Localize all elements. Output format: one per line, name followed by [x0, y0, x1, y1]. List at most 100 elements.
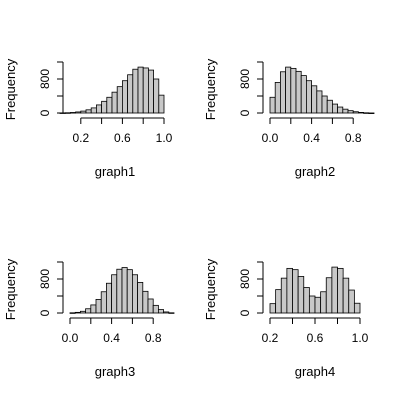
y-axis-title: Frequency — [203, 258, 218, 320]
x-tick-label: 0.6 — [307, 331, 324, 345]
histogram-bar — [363, 112, 370, 114]
histogram-bar — [300, 75, 307, 114]
y-axis: 0 800 — [38, 61, 64, 116]
x-axis: 0.2 0.6 1.0 — [72, 117, 173, 145]
histogram-bar — [106, 96, 113, 114]
histogram-bar — [122, 80, 129, 114]
x-tick-label: 0.2 — [262, 331, 279, 345]
histogram-bar — [303, 287, 310, 314]
x-tick-label: 1.0 — [352, 331, 369, 345]
histogram-panel-4: 0.2 0.6 1.0 0 800 Frequency graph4 — [203, 258, 369, 379]
histogram-bar — [295, 70, 302, 114]
histogram-bar — [116, 268, 123, 314]
histogram-bar — [157, 309, 164, 314]
histogram-bar — [85, 308, 92, 314]
x-axis-title: graph3 — [95, 364, 135, 379]
histogram-bar — [142, 290, 149, 314]
y-tick-label: 800 — [238, 69, 252, 89]
y-tick-label: 0 — [238, 309, 252, 316]
x-tick-label: 0.0 — [262, 131, 279, 145]
x-tick-label: 0.6 — [114, 131, 131, 145]
histogram-bar — [121, 267, 128, 314]
histogram-bar — [142, 67, 149, 114]
histogram-bar — [321, 95, 328, 114]
histogram-bar — [80, 310, 87, 314]
histogram-bar — [325, 277, 333, 314]
histogram-bar — [111, 91, 118, 114]
histogram-bar — [348, 289, 355, 314]
histogram-bar — [131, 274, 138, 314]
histogram-bar — [127, 74, 134, 114]
histogram-bar — [101, 100, 108, 114]
histogram-bar — [274, 82, 281, 114]
histogram-bar — [269, 96, 276, 114]
histogram-bar — [116, 86, 123, 114]
histogram-bar — [352, 111, 359, 114]
histogram-bar — [297, 276, 305, 314]
histogram-bar — [337, 106, 344, 114]
histogram-bar — [342, 108, 349, 114]
x-axis: 0.0 0.4 0.8 — [262, 117, 362, 145]
histogram-bar — [147, 298, 154, 314]
y-tick-label: 800 — [38, 69, 52, 89]
histogram-bar — [90, 107, 97, 114]
histogram-bar — [163, 311, 170, 314]
histogram-bars — [269, 266, 361, 314]
histogram-bar — [308, 295, 316, 314]
y-axis: 0 800 — [238, 61, 264, 116]
histogram-bar — [331, 103, 338, 114]
histogram-panel-2: 0.0 0.4 0.8 0 800 Frequency graph2 — [203, 58, 375, 179]
histogram-bar — [357, 112, 364, 114]
histogram-bar — [285, 66, 292, 114]
histogram-bar — [152, 304, 159, 314]
histogram-bar — [147, 69, 154, 114]
histogram-bar — [96, 104, 103, 114]
x-axis: 0.0 0.4 0.8 — [62, 317, 162, 345]
histogram-bar — [326, 99, 333, 114]
x-tick-label: 0.0 — [62, 331, 79, 345]
x-axis-title: graph2 — [295, 164, 335, 179]
histogram-bars — [69, 267, 175, 314]
y-axis-title: Frequency — [3, 258, 18, 320]
histogram-bar — [132, 68, 139, 114]
y-tick-label: 800 — [38, 269, 52, 289]
y-tick-label: 0 — [38, 109, 52, 116]
histogram-bar — [275, 289, 282, 314]
x-axis-title: graph1 — [95, 164, 135, 179]
x-tick-label: 0.4 — [103, 331, 120, 345]
histogram-bar — [90, 304, 97, 314]
histogram-panel-3: 0.0 0.4 0.8 0 800 Frequency graph3 — [3, 258, 175, 379]
histogram-bar — [111, 274, 118, 314]
x-tick-label: 0.8 — [345, 131, 362, 145]
histogram-bar — [70, 112, 77, 114]
x-axis-title: graph4 — [295, 364, 335, 379]
x-tick-label: 0.4 — [303, 131, 320, 145]
histogram-bar — [80, 110, 87, 114]
histogram-bar — [85, 109, 92, 114]
y-axis: 0 800 — [38, 261, 64, 316]
histogram-bar — [137, 66, 144, 114]
y-tick-label: 0 — [38, 309, 52, 316]
histogram-bar — [74, 311, 81, 314]
histogram-bars — [59, 66, 165, 114]
y-axis-title: Frequency — [203, 58, 218, 120]
histogram-bar — [106, 282, 113, 314]
histogram-bar — [347, 110, 354, 114]
histogram-bar — [290, 67, 297, 114]
histogram-bar — [292, 269, 299, 314]
histogram-bar — [168, 312, 175, 314]
histogram-bars — [269, 66, 375, 114]
histogram-bar — [95, 298, 102, 314]
histogram-bar — [368, 112, 375, 114]
histogram-bar — [353, 302, 361, 314]
x-axis: 0.2 0.6 1.0 — [262, 317, 369, 345]
histogram-bar — [316, 90, 323, 114]
histogram-bar — [331, 266, 338, 314]
histogram-bar — [279, 71, 286, 114]
x-tick-label: 0.8 — [145, 331, 162, 345]
histogram-panel-1: 0.2 0.6 1.0 0 800 Frequency graph1 — [3, 58, 173, 179]
histogram-bar — [320, 291, 327, 314]
histogram-bar — [153, 78, 160, 114]
y-axis: 0 800 — [238, 261, 264, 316]
